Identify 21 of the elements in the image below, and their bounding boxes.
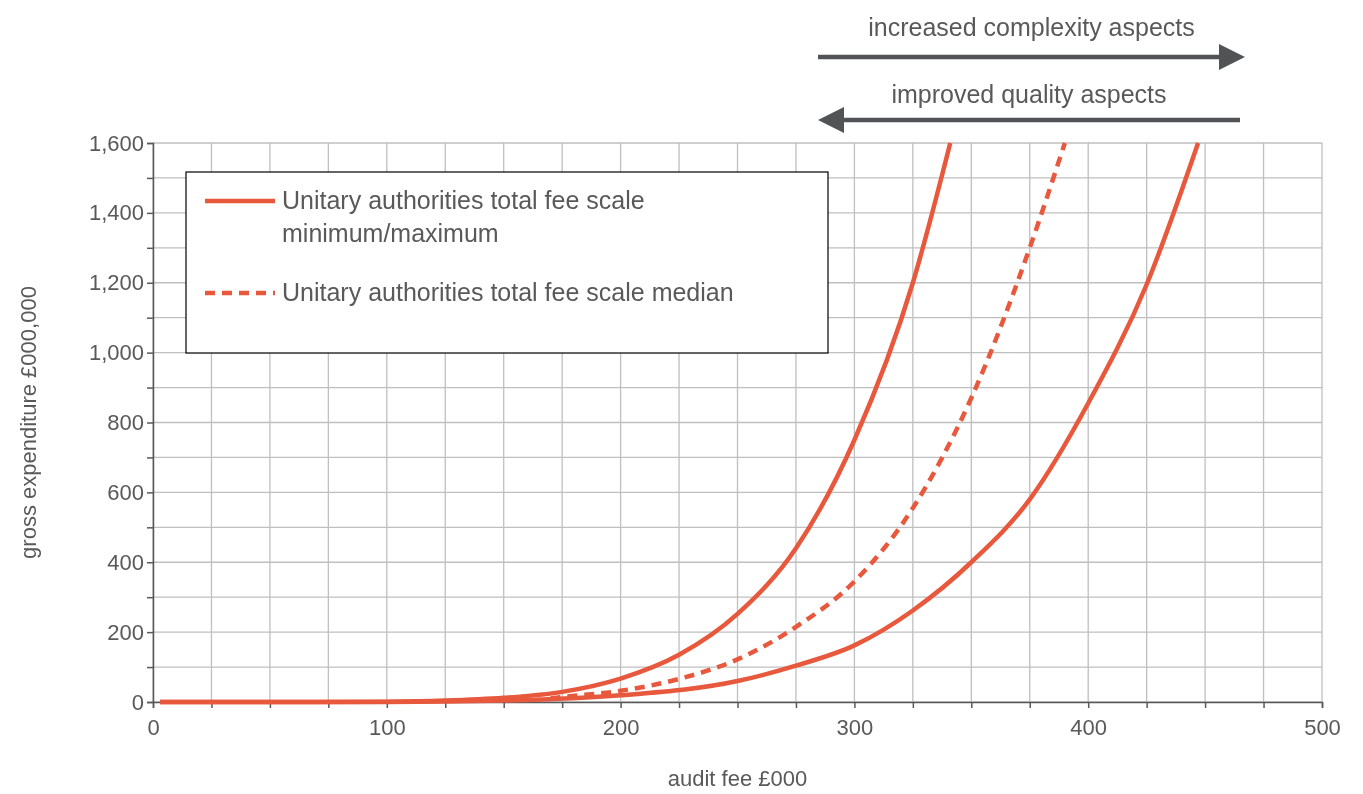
y-tick-label: 400 [107, 549, 144, 575]
x-tick-label: 500 [1304, 715, 1341, 741]
text: increased complexity aspects [868, 13, 1195, 41]
x-tick-label: 0 [147, 715, 160, 741]
y-tick-label: 800 [107, 410, 144, 436]
y-tick-label: 1,400 [88, 200, 144, 226]
y-tick-label: 0 [131, 689, 144, 715]
legend-label: Unitary authorities total fee scale median [282, 278, 734, 306]
y-tick-label: 600 [107, 479, 144, 505]
legend-label: Unitary authorities total fee scale minimum/maximum [282, 186, 645, 247]
x-tick-label: 400 [1070, 715, 1108, 741]
y-axis-title: gross expenditure £000,000 [16, 286, 41, 559]
x-axis-title: audit fee £000 [667, 766, 808, 791]
x-tick-label: 200 [602, 715, 640, 741]
y-tick-label: 1,000 [88, 340, 144, 366]
text: improved quality aspects [891, 80, 1167, 108]
x-tick-label: 100 [368, 715, 406, 741]
x-tick-label: 300 [836, 715, 874, 741]
y-tick-label: 1,200 [88, 270, 144, 296]
y-tick-label: 200 [107, 619, 144, 645]
y-tick-label: 1,600 [88, 130, 144, 156]
